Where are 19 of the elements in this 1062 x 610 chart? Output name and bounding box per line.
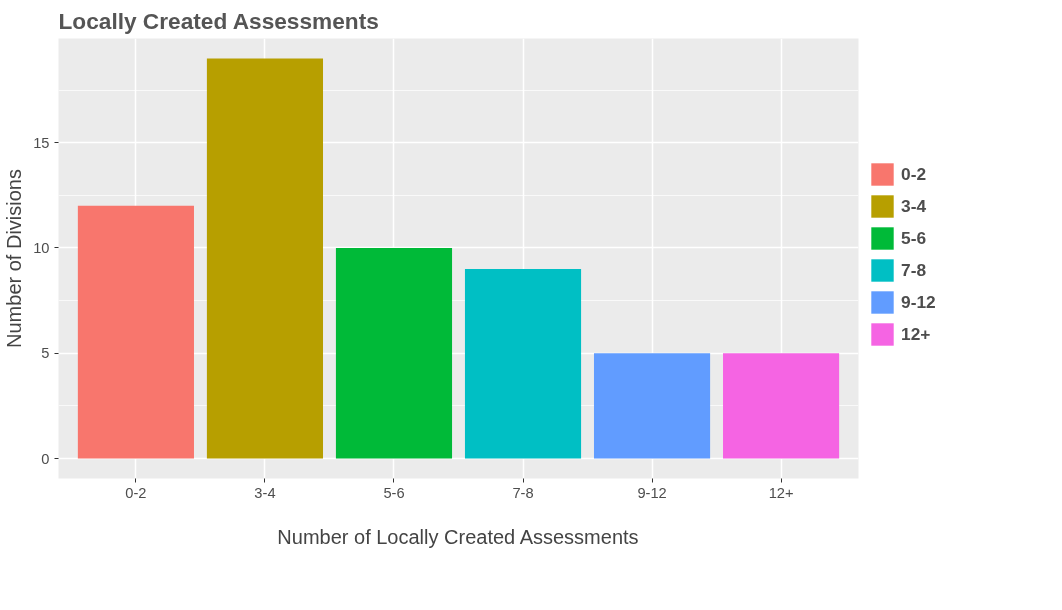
y-tick-label: 5 — [41, 345, 50, 362]
x-tick-label: 9-12 — [637, 484, 667, 501]
chart-title: Locally Created Assessments — [58, 7, 379, 34]
x-tick-label: 0-2 — [125, 484, 147, 501]
x-tick-label: 5-6 — [383, 484, 405, 501]
x-tick-label: 12+ — [768, 484, 794, 501]
y-tick-label: 15 — [33, 134, 50, 151]
legend-label: 9-12 — [901, 291, 936, 313]
y-tick-label: 10 — [33, 239, 50, 256]
legend-label: 12+ — [901, 323, 931, 345]
y-axis-title: Number of Divisions — [3, 169, 26, 348]
legend-label: 0-2 — [901, 163, 927, 185]
legend-label: 3-4 — [901, 195, 927, 217]
x-tick-label: 7-8 — [512, 484, 534, 501]
legend-label: 5-6 — [901, 227, 927, 249]
y-tick-label: 0 — [41, 450, 50, 467]
x-axis-title: Number of Locally Created Assessments — [277, 525, 639, 548]
legend-label: 7-8 — [901, 259, 927, 281]
x-tick-label: 3-4 — [254, 484, 276, 501]
